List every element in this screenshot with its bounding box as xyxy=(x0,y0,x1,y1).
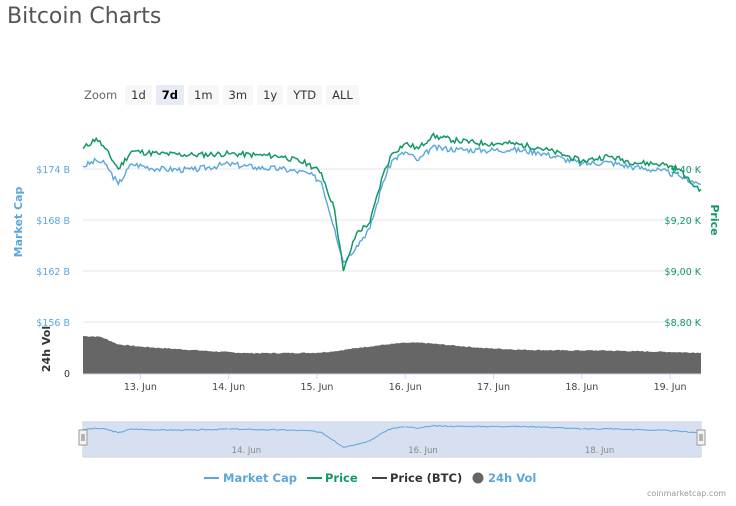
left-tick-label: $162 B xyxy=(36,267,70,278)
left-axis-title: Market Cap xyxy=(12,187,25,258)
navigator[interactable]: 14. Jun 16. Jun 18. Jun xyxy=(78,421,706,458)
legend-label-price-btc: Price (BTC) xyxy=(390,471,462,485)
zoom-bar: Zoom 1d 7d 1m 3m 1y YTD ALL xyxy=(84,84,359,106)
series-market-cap-line xyxy=(82,144,702,264)
x-tick-label: 15. Jun xyxy=(300,382,333,393)
x-tick-label: 14. Jun xyxy=(212,382,245,393)
x-tick-label: 18. Jun xyxy=(565,382,598,393)
left-tick-label: $156 B xyxy=(36,318,70,329)
zoom-button-7d[interactable]: 7d xyxy=(155,85,185,105)
credit-label: coinmarketcap.com xyxy=(647,489,726,498)
legend-item-price-btc[interactable]: Price (BTC) xyxy=(372,471,462,485)
volume-axis-title: 24h Vol xyxy=(40,326,53,372)
navigator-handle-right[interactable] xyxy=(696,429,706,446)
series-24h-vol-area xyxy=(83,336,701,374)
x-tick-label: 17. Jun xyxy=(477,382,510,393)
x-tick-label: 19. Jun xyxy=(654,382,687,393)
zoom-label: Zoom xyxy=(84,88,118,102)
zoom-button-all[interactable]: ALL xyxy=(326,85,359,105)
zoom-button-1m[interactable]: 1m xyxy=(188,85,219,105)
legend-item-price[interactable]: Price xyxy=(307,471,358,485)
grid-lines xyxy=(83,168,701,323)
navigator-handle-left[interactable] xyxy=(78,429,88,446)
volume-tick-label: 0 xyxy=(64,369,70,380)
page-title: Bitcoin Charts xyxy=(7,4,162,29)
navigator-tick-label: 18. Jun xyxy=(585,446,615,456)
navigator-series xyxy=(83,424,702,448)
legend-item-24h-vol[interactable]: 24h Vol xyxy=(472,471,537,485)
zoom-button-1d[interactable]: 1d xyxy=(125,85,152,105)
right-tick-label: $9,00 K xyxy=(665,267,702,278)
navigator-selection[interactable] xyxy=(83,422,701,457)
legend-label-24h-vol: 24h Vol xyxy=(488,471,536,485)
right-tick-label: $8,80 K xyxy=(665,318,702,329)
legend-label-market-cap: Market Cap xyxy=(223,471,297,485)
legend-label-price: Price xyxy=(325,471,358,485)
axes-layer: $174 B $168 B $162 B $156 B 9,40 K $9,20 K $9,… xyxy=(36,165,701,393)
right-axis-title: Price xyxy=(708,204,721,235)
navigator-market-cap-line xyxy=(83,424,702,448)
x-tick-label: 13. Jun xyxy=(124,382,157,393)
navigator-tick-label: 14. Jun xyxy=(232,446,262,456)
legend-item-market-cap[interactable]: Market Cap xyxy=(204,471,297,485)
x-tick-label: 16. Jun xyxy=(389,382,422,393)
series-price-line xyxy=(82,132,702,272)
zoom-button-3m[interactable]: 3m xyxy=(222,85,254,105)
right-tick-label: 9,40 K xyxy=(671,165,702,176)
left-tick-label: $174 B xyxy=(36,165,70,176)
zoom-button-1y[interactable]: 1y xyxy=(257,85,284,105)
navigator-ticks: 14. Jun 16. Jun 18. Jun xyxy=(228,422,615,457)
volume-layer xyxy=(83,336,701,374)
navigator-tick-label: 16. Jun xyxy=(408,446,438,456)
right-tick-label: $9,20 K xyxy=(665,216,702,227)
series-layer xyxy=(82,132,702,272)
left-tick-label: $168 B xyxy=(36,216,70,227)
zoom-button-ytd[interactable]: YTD xyxy=(287,85,323,105)
legend: Market Cap Price Price (BTC) 24h Vol xyxy=(204,471,536,485)
